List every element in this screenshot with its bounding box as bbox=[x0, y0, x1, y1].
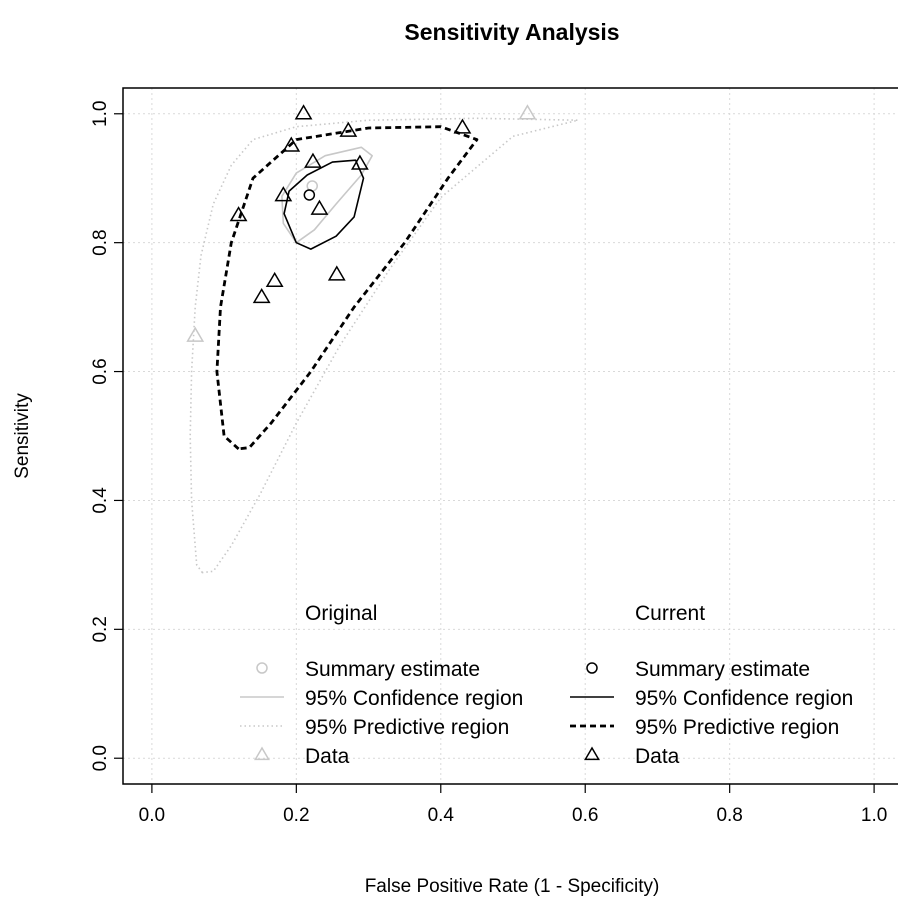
current-predictive-region bbox=[215, 125, 479, 451]
plot-frame bbox=[122, 87, 898, 785]
current-legend-label: Data bbox=[635, 745, 680, 768]
original-predictive-region bbox=[189, 117, 579, 574]
current-data-point bbox=[265, 271, 284, 288]
x-tick-label: 0.2 bbox=[283, 805, 309, 826]
regions bbox=[189, 117, 579, 574]
current-summary-estimate bbox=[303, 189, 316, 201]
current-data-point bbox=[453, 118, 472, 134]
current-confidence-region bbox=[283, 159, 365, 250]
y-tick-label: 0.8 bbox=[90, 229, 111, 255]
x-tick-label: 0.8 bbox=[716, 805, 742, 826]
y-axis-label: Sensitivity bbox=[12, 393, 33, 479]
current-data-point bbox=[327, 265, 346, 281]
current-data-point bbox=[350, 154, 369, 170]
x-tick-label: 0.6 bbox=[572, 805, 598, 826]
legend-heading-original: Original bbox=[305, 602, 377, 625]
current-data-point bbox=[304, 152, 322, 168]
original-legend-label: Summary estimate bbox=[305, 658, 480, 681]
y-tick-label: 1.0 bbox=[90, 101, 111, 127]
grid bbox=[123, 88, 898, 784]
points bbox=[186, 104, 537, 342]
y-tick-label: 0.2 bbox=[90, 616, 111, 642]
original-legend-circle-symbol bbox=[256, 662, 268, 674]
original-data-point bbox=[186, 326, 205, 342]
current-legend-label: 95% Confidence region bbox=[635, 687, 853, 710]
current-data-point bbox=[282, 136, 301, 152]
x-axis-label: False Positive Rate (1 - Specificity) bbox=[365, 876, 660, 897]
y-tick-label: 0.4 bbox=[90, 487, 111, 514]
current-legend-triangle-symbol bbox=[584, 746, 600, 761]
chart-title: Sensitivity Analysis bbox=[404, 19, 619, 45]
original-legend-label: 95% Confidence region bbox=[305, 687, 523, 710]
current-data-point bbox=[252, 287, 271, 304]
axes: 0.0 0.2 0.4 0.6 0.8 1.0 0.0 0.2 0.4 0.6 0.8 1.0 bbox=[90, 101, 887, 826]
original-legend-label: Data bbox=[305, 745, 350, 768]
current-legend-label: 95% Predictive region bbox=[635, 716, 839, 739]
original-legend-label: 95% Predictive region bbox=[305, 716, 509, 739]
original-confidence-region bbox=[281, 146, 373, 244]
original-legend-triangle-symbol bbox=[254, 746, 270, 761]
x-tick-label: 1.0 bbox=[861, 805, 887, 826]
x-tick-label: 0.0 bbox=[139, 805, 165, 826]
y-tick-label: 0.0 bbox=[90, 745, 111, 771]
current-legend-circle-symbol bbox=[586, 662, 598, 674]
y-tick-label: 0.6 bbox=[90, 358, 111, 384]
current-legend-label: Summary estimate bbox=[635, 658, 810, 681]
current-data-point bbox=[229, 206, 248, 222]
legend-heading-current: Current bbox=[635, 602, 705, 625]
current-data-point bbox=[339, 121, 358, 137]
current-data-point bbox=[274, 186, 293, 202]
x-tick-label: 0.4 bbox=[428, 805, 455, 826]
legend: Original Summary estimate 95% Confidence r… bbox=[240, 602, 853, 768]
original-data-point bbox=[518, 104, 537, 120]
current-data-point bbox=[294, 104, 313, 120]
current-data-point bbox=[310, 199, 329, 215]
